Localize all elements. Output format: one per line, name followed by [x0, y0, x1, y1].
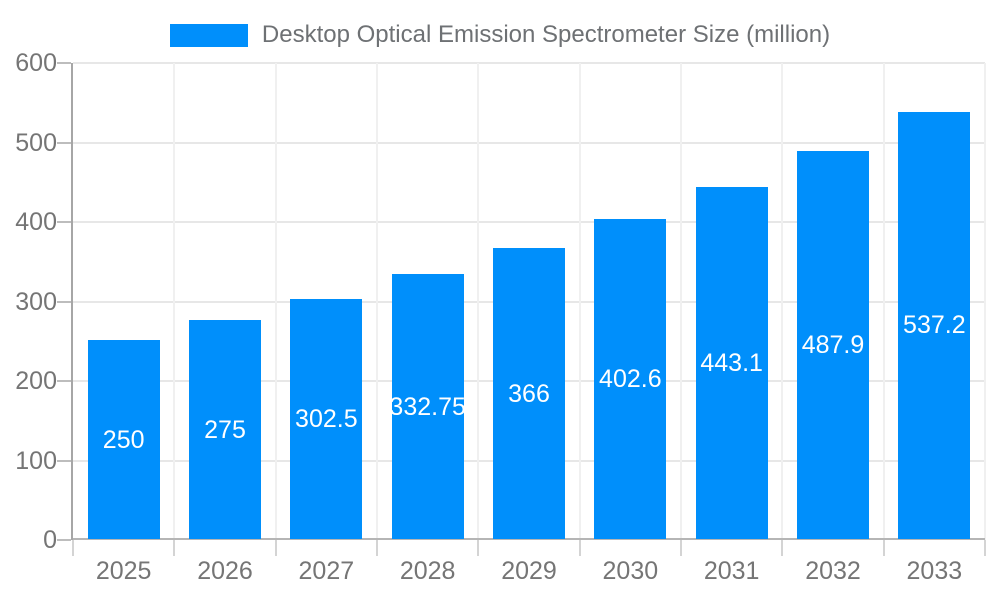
bar[interactable] — [87, 340, 160, 539]
y-tick-label: 100 — [15, 446, 57, 475]
y-axis-tick — [57, 539, 71, 541]
x-tick-label: 2031 — [703, 557, 760, 585]
bar-value-label: 402.6 — [599, 364, 662, 393]
x-axis-tick — [173, 540, 176, 556]
y-axis-tick — [57, 141, 71, 144]
gridline-v — [376, 63, 378, 540]
bar[interactable] — [493, 248, 565, 539]
x-tick-label: 2026 — [197, 557, 253, 585]
y-tick-label: 500 — [15, 128, 57, 157]
bar[interactable] — [290, 298, 363, 539]
bar[interactable] — [189, 320, 261, 539]
y-axis-tick — [57, 221, 71, 223]
x-tick-label: 2030 — [602, 557, 659, 585]
y-tick-label: 600 — [15, 49, 57, 77]
y-axis-tick — [57, 380, 71, 382]
x-axis-tick — [274, 540, 277, 556]
bar-value-label: 250 — [102, 425, 145, 454]
gridline-h — [73, 141, 985, 144]
y-tick-label: 0 — [43, 526, 57, 554]
x-axis-tick — [477, 540, 480, 556]
gridline-v — [984, 63, 986, 540]
x-axis-tick — [781, 540, 784, 556]
x-axis-tick — [376, 540, 378, 556]
x-tick-label: 2025 — [95, 557, 152, 585]
gridline-h — [73, 62, 985, 64]
gridline-h — [73, 221, 985, 223]
bar-value-label: 443.1 — [700, 348, 763, 377]
y-axis-tick — [57, 300, 71, 303]
x-axis-tick — [882, 540, 885, 556]
legend[interactable]: Desktop Optical Emission Spectrometer Si… — [0, 21, 1000, 49]
legend-swatch — [169, 23, 248, 47]
bar[interactable] — [594, 218, 667, 539]
x-axis-line — [73, 538, 985, 540]
y-tick-label: 300 — [15, 287, 57, 316]
bar[interactable] — [898, 111, 971, 539]
bar-value-label: 275 — [204, 415, 246, 444]
x-axis-tick — [72, 540, 74, 556]
bar[interactable] — [391, 274, 464, 539]
gridline-v — [680, 63, 682, 540]
x-tick-label: 2033 — [906, 557, 963, 585]
gridline-v — [781, 63, 784, 540]
x-tick-label: 2032 — [805, 557, 861, 585]
x-tick-label: 2027 — [298, 557, 355, 585]
gridline-v — [477, 63, 480, 540]
legend-series-label: Desktop Optical Emission Spectrometer Si… — [261, 21, 831, 48]
y-axis-tick — [57, 62, 71, 64]
x-axis-tick — [680, 540, 682, 556]
gridline-v — [882, 63, 885, 540]
y-axis-tick — [57, 459, 71, 462]
bar-value-label: 537.2 — [903, 311, 966, 340]
x-axis-tick — [578, 540, 581, 556]
x-axis-tick — [984, 540, 986, 556]
gridline-v — [173, 63, 176, 540]
y-tick-label: 400 — [15, 208, 57, 236]
x-tick-label: 2028 — [399, 557, 456, 585]
y-tick-label: 200 — [15, 367, 57, 395]
bar-value-label: 332.75 — [389, 392, 466, 421]
gridline-v — [274, 63, 277, 540]
x-tick-label: 2029 — [501, 557, 557, 585]
bar[interactable] — [695, 186, 768, 539]
bar-value-label: 302.5 — [295, 404, 358, 433]
bar-value-label: 366 — [508, 379, 550, 408]
bar-value-label: 487.9 — [801, 331, 865, 360]
bar[interactable] — [797, 151, 869, 539]
y-axis-line — [71, 63, 73, 540]
gridline-v — [578, 63, 581, 540]
